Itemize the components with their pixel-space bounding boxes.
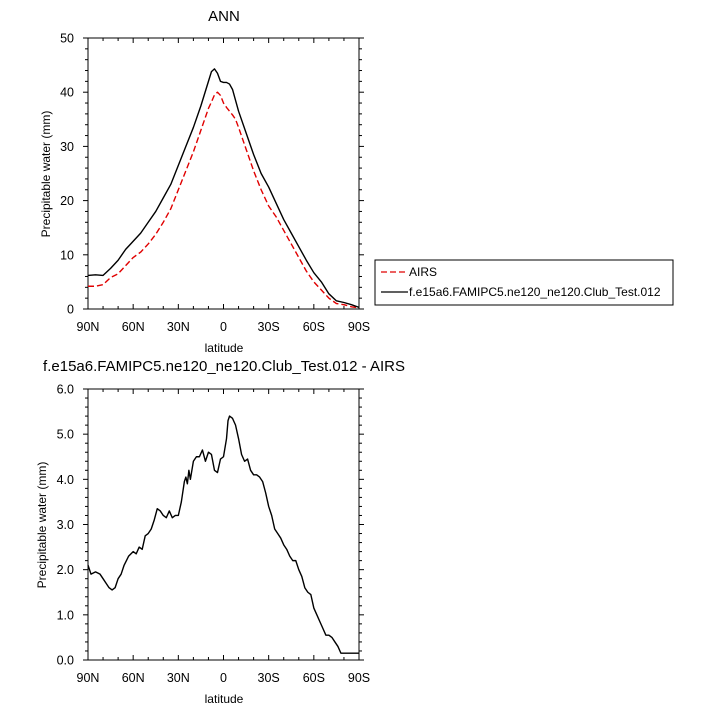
bottom-x-tick-label: 90S xyxy=(348,671,370,685)
bottom-y-tick-label: 5.0 xyxy=(57,428,74,442)
top-y-tick-label: 40 xyxy=(60,86,74,100)
bottom-series-line-difference xyxy=(87,415,359,654)
top-y-tick-label: 10 xyxy=(60,248,74,262)
top-chart-title: ANN xyxy=(208,8,240,25)
bottom-y-tick-label: 4.0 xyxy=(57,473,74,487)
legend-airs-label: AIRS xyxy=(409,265,437,279)
bottom-y-tick-label: 0.0 xyxy=(57,654,74,668)
top-chart: ANN 90N 60N 30N 0 30S 60S 90S 0 10 20 30 40 50 latit… xyxy=(39,8,674,355)
top-x-tick-label: 60S xyxy=(303,320,325,334)
top-chart-frame xyxy=(87,37,360,310)
bottom-y-tick-label: 2.0 xyxy=(57,563,74,577)
legend-box xyxy=(374,259,674,306)
top-series-line-airs xyxy=(88,91,360,309)
bottom-x-tick-label: 30S xyxy=(258,671,280,685)
bottom-chart-x-axis-label: latitude xyxy=(205,692,244,706)
top-x-tick-label: 30N xyxy=(167,320,190,334)
top-y-tick-label: 20 xyxy=(60,194,74,208)
top-x-tick-label: 90N xyxy=(77,320,100,334)
bottom-x-tick-label: 30N xyxy=(167,671,190,685)
bottom-y-tick-label: 1.0 xyxy=(57,608,74,622)
bottom-y-tick-label: 3.0 xyxy=(57,518,74,532)
bottom-x-tick-label: 0 xyxy=(220,671,227,685)
top-chart-ticks: 90N 60N 30N 0 30S 60S 90S 0 10 20 30 40 50 xyxy=(60,32,370,335)
bottom-x-tick-label: 90N xyxy=(77,671,100,685)
top-chart-x-axis-label: latitude xyxy=(205,341,244,355)
bottom-chart-y-axis-label: Precipitable water (mm) xyxy=(35,462,49,589)
top-x-tick-label: 90S xyxy=(348,320,370,334)
top-chart-y-axis-label: Precipitable water (mm) xyxy=(39,111,53,238)
bottom-chart-title: f.e15a6.FAMIPC5.ne120_ne120.Club_Test.01… xyxy=(43,358,405,375)
bottom-x-tick-label: 60S xyxy=(303,671,325,685)
bottom-chart-ticks: 90N 60N 30N 0 30S 60S 90S 0.0 1.0 2.0 3.0 4.0 5.0 6.0 xyxy=(57,383,371,686)
top-y-tick-label: 30 xyxy=(60,140,74,154)
bottom-chart: f.e15a6.FAMIPC5.ne120_ne120.Club_Test.01… xyxy=(35,358,405,706)
top-x-tick-label: 60N xyxy=(122,320,145,334)
legend-model-label: f.e15a6.FAMIPC5.ne120_ne120.Club_Test.01… xyxy=(409,285,661,299)
bottom-x-tick-label: 60N xyxy=(122,671,145,685)
top-y-tick-label: 0 xyxy=(67,303,74,317)
top-series-line-f-e15a6-famipc5-ne120-ne120-club-test-012 xyxy=(87,68,360,309)
top-y-tick-label: 50 xyxy=(60,32,74,46)
top-x-tick-label: 30S xyxy=(258,320,280,334)
top-chart-series xyxy=(87,68,360,309)
bottom-y-tick-label: 6.0 xyxy=(57,383,74,397)
bottom-chart-series xyxy=(87,415,359,654)
legend: AIRS f.e15a6.FAMIPC5.ne120_ne120.Club_Te… xyxy=(374,259,674,306)
top-x-tick-label: 0 xyxy=(220,320,227,334)
